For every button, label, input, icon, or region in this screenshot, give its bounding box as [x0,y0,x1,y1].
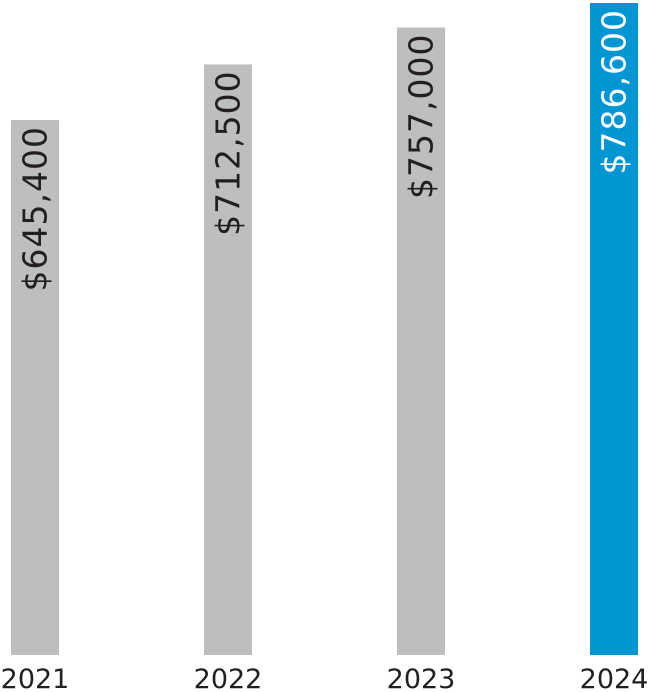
bar [590,3,638,655]
x-tick-label: 2024 [580,664,649,692]
x-tick-label: 2021 [1,664,70,692]
value-label: $757,000 [402,34,441,199]
value-label: $786,600 [595,9,634,174]
bar [11,120,59,655]
x-tick-label: 2022 [194,664,263,692]
x-tick-label: 2023 [387,664,456,692]
bar [204,64,252,655]
bar [397,27,445,655]
value-label: $645,400 [16,126,55,291]
value-label: $712,500 [209,70,248,235]
